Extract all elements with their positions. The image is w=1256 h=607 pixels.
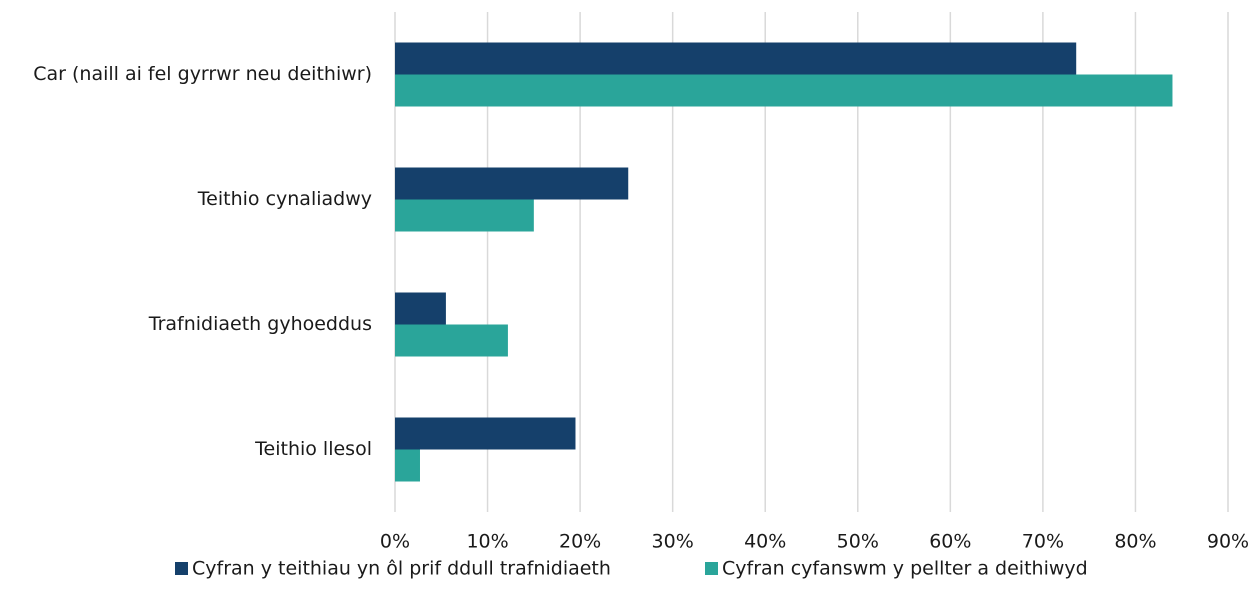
bar [395, 42, 1077, 75]
x-tick-label: 40% [744, 531, 786, 553]
y-tick-label: Teithio cynaliadwy [197, 188, 372, 210]
x-tick-label: 0% [380, 531, 410, 553]
x-tick-label: 50% [837, 531, 879, 553]
bar [395, 449, 420, 482]
bar [395, 324, 508, 357]
x-tick-label: 10% [466, 531, 508, 553]
legend-label: Cyfran y teithiau yn ôl prif ddull trafn… [192, 558, 611, 580]
y-tick-label: Teithio llesol [254, 438, 372, 460]
x-tick-label: 20% [559, 531, 601, 553]
bar [395, 292, 446, 325]
x-tick-label: 80% [1114, 531, 1156, 553]
y-tick-label: Trafnidiaeth gyhoeddus [148, 313, 372, 335]
bar [395, 199, 534, 232]
bar [395, 167, 629, 200]
legend-swatch [705, 562, 718, 575]
bar [395, 417, 576, 450]
legend-swatch [175, 562, 188, 575]
y-tick-label: Car (naill ai fel gyrrwr neu deithiwr) [33, 63, 372, 85]
x-tick-label: 90% [1207, 531, 1249, 553]
x-tick-label: 60% [929, 531, 971, 553]
legend-label: Cyfran cyfanswm y pellter a deithiwyd [722, 558, 1088, 580]
x-tick-label: 30% [652, 531, 694, 553]
bar [395, 74, 1173, 107]
x-tick-label: 70% [1022, 531, 1064, 553]
